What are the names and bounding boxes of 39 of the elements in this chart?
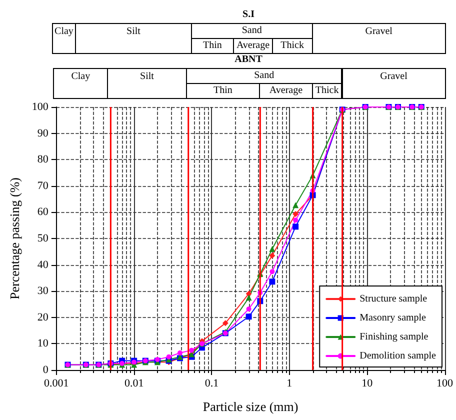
text: Silt (107, 68, 187, 99)
y-tick-label: 100 (32, 101, 49, 113)
x-tick-label: 0.1 (204, 378, 219, 390)
legend-label: Demolition sample (360, 350, 437, 362)
text: Thick (312, 82, 342, 99)
text: Average (233, 38, 273, 54)
y-tick-label: 20 (37, 311, 49, 324)
text: ABNT (234, 54, 264, 65)
text: Thick (272, 38, 313, 54)
text: Thin (186, 82, 260, 99)
x-axis-title: Particle size (mm) (202, 399, 298, 414)
legend-label: Masonry sample (360, 312, 427, 324)
text: Gravel (312, 23, 446, 54)
y-tick-label: 60 (37, 206, 49, 218)
text: Gravel (342, 68, 446, 99)
y-tick-label: 50 (37, 232, 49, 244)
x-tick-label: 100 (436, 378, 454, 390)
text: Sand (191, 23, 313, 38)
y-axis-title: Percentage passing (%) (7, 177, 22, 300)
text: Thin (191, 38, 234, 54)
y-tick-label: 40 (37, 258, 49, 271)
text: S.I (242, 9, 256, 20)
x-tick-label: 0.001 (44, 378, 69, 390)
text: Clay (52, 23, 76, 54)
x-tick-label: 0.01 (124, 378, 144, 390)
legend-label: Finishing sample (360, 332, 429, 342)
y-tick-label: 70 (37, 180, 49, 192)
y-tick-label: 30 (37, 285, 49, 298)
x-tick-label: 1 (286, 378, 292, 390)
text: Clay (53, 68, 108, 99)
y-tick-label: 90 (37, 127, 49, 140)
text: Average (259, 82, 313, 99)
legend-label: Structure sample (360, 294, 428, 304)
text: Sand (186, 68, 342, 84)
text: Silt (75, 23, 192, 54)
y-tick-label: 10 (37, 338, 49, 350)
y-tick-label: 80 (37, 154, 49, 166)
y-tick-label: 0 (42, 364, 49, 376)
x-tick-label: 10 (362, 378, 374, 390)
